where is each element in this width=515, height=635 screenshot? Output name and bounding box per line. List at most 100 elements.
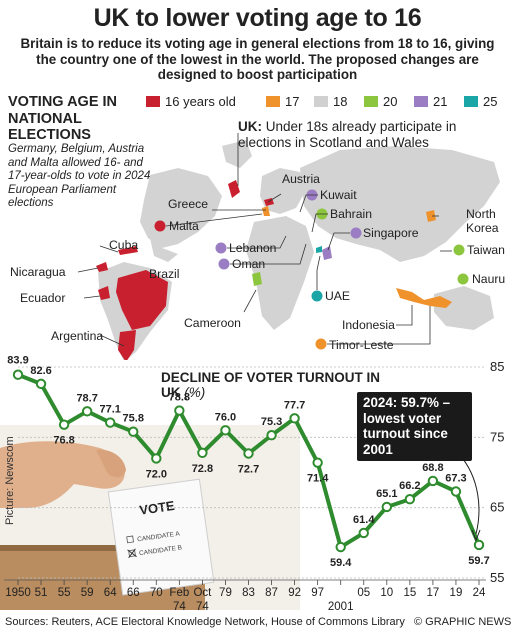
data-point: [450, 486, 462, 497]
data-point: [105, 417, 116, 428]
legend-swatch: [266, 95, 280, 107]
x-tick-label: 64: [104, 587, 117, 599]
data-label: 76.8: [53, 435, 74, 447]
country-label-cuba: Cuba: [109, 238, 139, 252]
thumb-shape: [96, 449, 126, 478]
chart-title: DECLINE OF VOTER TURNOUT IN UK (%): [161, 370, 381, 400]
x-tick-label: 24: [473, 587, 486, 599]
country-label-taiwan: Taiwan: [467, 243, 505, 257]
checkbox-a: [126, 535, 134, 544]
country-label-indonesia: Indonesia: [342, 318, 395, 332]
argentina-shape: [118, 330, 136, 360]
x-tick-label: 05: [357, 587, 370, 599]
data-point: [473, 539, 485, 551]
y-tick-label: 85: [490, 359, 504, 374]
indonesia-shape: [396, 288, 452, 308]
country-label-brazil: Brazil: [149, 267, 180, 281]
page-subtitle: Britain is to reduce its voting age in g…: [20, 36, 495, 82]
chart-title-unit: (%): [184, 385, 206, 400]
footer-brand: © GRAPHIC NEWS: [414, 616, 512, 628]
x-tick-label: 19: [450, 587, 463, 599]
nauru-dot: [457, 273, 469, 285]
brazil-shape: [116, 270, 168, 330]
singapore-dot: [350, 227, 362, 239]
country-label-malta: Malta: [169, 219, 199, 233]
legend-swatch: [464, 95, 478, 107]
data-point: [151, 453, 162, 464]
leader-lines: [77, 133, 452, 347]
x-tick-label: 83: [242, 587, 255, 599]
data-labels: 83.982.6 76.8 78.777.175.8 72.0 78.8 72.8 76.0…: [7, 355, 489, 569]
x-tick-label: 79: [219, 587, 232, 599]
data-point: [404, 494, 416, 505]
callout-arrowhead: [471, 529, 481, 542]
ballot-paper-sheet: [107, 478, 215, 596]
y-axis: 85 75 65 55: [490, 359, 504, 585]
hand-arm-shape: [0, 441, 125, 508]
legend-label: 16 years old: [165, 93, 236, 109]
data-label: 75.8: [123, 413, 144, 425]
x-tick-label: 97: [311, 587, 324, 599]
north-korea-shape: [426, 210, 436, 222]
data-point: [335, 541, 346, 553]
data-point: [381, 501, 392, 513]
data-point: [289, 413, 300, 424]
legend-label: 21: [433, 93, 448, 109]
legend-label: 17: [285, 93, 300, 109]
data-label: 72.0: [146, 468, 167, 480]
x-tick-label: 51: [35, 587, 48, 599]
australia-shape: [434, 286, 494, 330]
uae-shape: [316, 246, 322, 253]
data-label: 66.2: [399, 480, 420, 492]
data-point: [128, 426, 139, 437]
data-point: [220, 425, 231, 436]
data-label: 68.8: [422, 462, 443, 474]
y-tick-label: 75: [490, 429, 504, 444]
oman-dot: [218, 258, 230, 270]
oman-shape: [322, 246, 332, 260]
data-label: 77.1: [99, 404, 120, 416]
page-title: UK to lower voting age to 16: [93, 4, 422, 32]
checkbox-b-cross: [127, 548, 137, 559]
nicaragua-shape: [96, 262, 108, 272]
chart-callout: 2024: 59.7% – lowest voter turnout since…: [357, 392, 472, 461]
country-label-uae: UAE: [325, 289, 351, 303]
country-label-lebanon: Lebanon: [229, 241, 277, 255]
uk-note-label: UK:: [238, 119, 262, 134]
x-tick-label: 74: [196, 601, 209, 613]
cameroon-shape: [252, 272, 262, 286]
y-tick-label: 65: [490, 500, 504, 515]
sources-text: Sources: Reuters, ACE Electoral Knowledg…: [5, 616, 405, 628]
x-tick-label: 15: [403, 587, 416, 599]
legend-item-21: 21: [414, 92, 447, 110]
central-america-shape: [150, 238, 178, 262]
country-label-timor-leste: Timor-Leste: [329, 338, 394, 352]
country-label-oman: Oman: [232, 257, 266, 271]
greece-shape: [262, 206, 270, 216]
data-label: 78.8: [169, 392, 190, 404]
x-axis: 1950 51 55 59 64 66 70 Feb 74 Oct 74 79 83 87 92 97 2001…: [4, 579, 486, 613]
legend-item-20: 20: [364, 92, 397, 110]
legend-item-18: 18: [314, 92, 347, 110]
country-label-argentina: Argentina: [51, 329, 104, 343]
data-label: 82.6: [30, 365, 51, 377]
x-tick-label: Feb: [169, 587, 189, 599]
data-point: [174, 405, 185, 416]
x-tick-label: 55: [58, 587, 71, 599]
africa-shape: [246, 216, 314, 330]
data-point: [12, 369, 24, 380]
data-label: 76.0: [215, 411, 236, 423]
uk-shape: [228, 180, 240, 198]
photo-credit: Picture: Newscom: [4, 436, 16, 525]
x-tick-label: 74: [173, 601, 186, 613]
y-tick-label: 55: [490, 570, 504, 585]
country-label-bahrain: Bahrain: [330, 207, 373, 221]
data-label: 78.7: [76, 392, 97, 404]
taiwan-dot: [453, 244, 465, 256]
map-heading: VOTING AGE IN NATIONAL ELECTIONS: [8, 94, 118, 143]
data-point: [58, 419, 70, 430]
x-tick-label: 70: [150, 587, 163, 599]
uae-dot: [311, 290, 323, 302]
